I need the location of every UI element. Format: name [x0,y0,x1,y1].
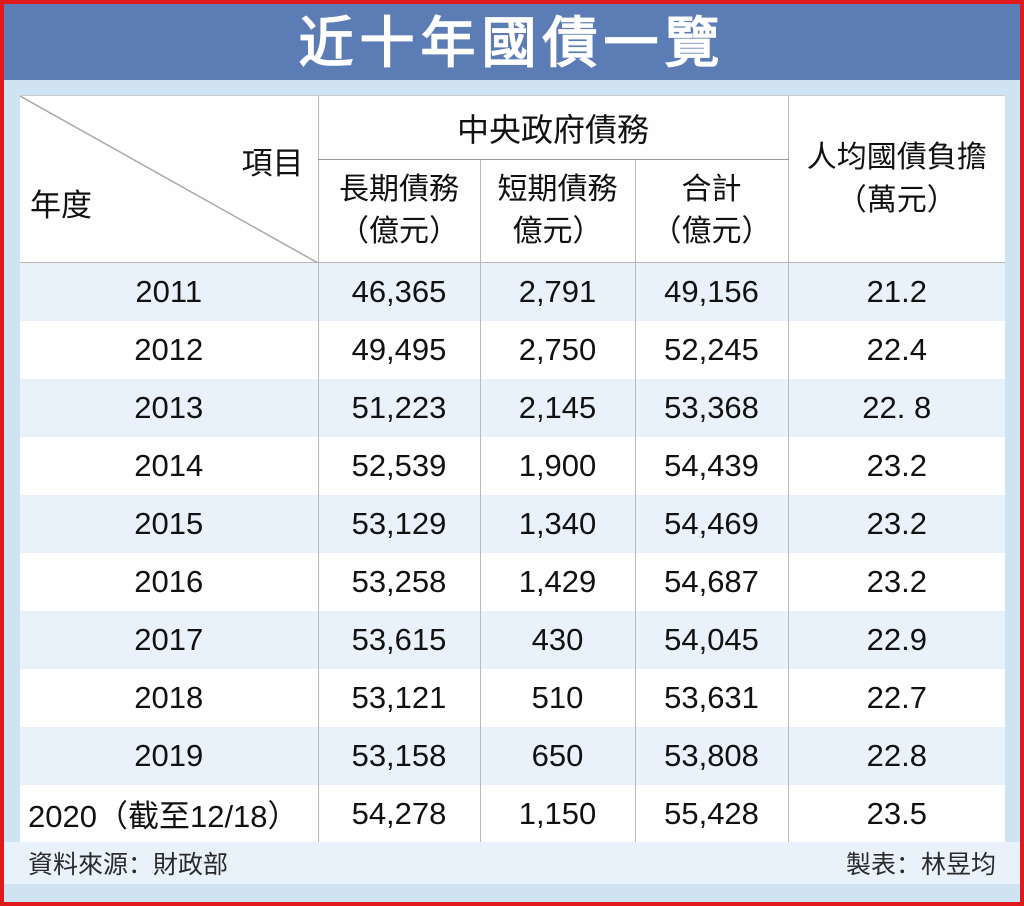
total-value: 54,045 [634,610,789,669]
per-capita-value: 22. 8 [787,378,1006,437]
debt-table: 項目 年度 中央政府債務 人均國債負擔 （萬元） 長期債務 （億元） 短期債務 … [20,95,1006,843]
column-header-short-term: 短期債務 億元） [479,159,635,263]
table-row: 2013 51,223 2,145 53,368 22. 8 [20,378,1006,437]
per-capita-value: 22.9 [787,610,1006,669]
corner-header-cell: 項目 年度 [20,95,318,263]
table-row: 2012 49,495 2,750 52,245 22.4 [20,320,1006,379]
credit-label: 製表：林昱均 [845,851,996,879]
total-value: 54,469 [634,494,789,553]
year-cell: 2019 [20,726,318,785]
per-capita-line1: 人均國債負擔 [806,140,987,174]
long-term-line1: 長期債務 [339,173,459,206]
short-term-value: 510 [479,668,635,727]
total-value: 49,156 [634,262,789,321]
long-term-value: 54,278 [317,784,480,843]
long-term-value: 53,129 [317,494,480,553]
total-value: 53,808 [634,726,789,785]
per-capita-value: 23.2 [787,436,1006,495]
column-header-total: 合計 （億元） [634,159,789,263]
footer-bar: 資料來源：財政部 製表：林昱均 [4,842,1020,884]
total-value: 53,368 [634,378,789,437]
short-term-line1: 短期債務 [497,173,618,206]
table-row: 2015 53,129 1,340 54,469 23.2 [20,494,1006,553]
short-term-value: 1,900 [479,436,635,495]
diagonal-divider [20,96,318,263]
per-capita-value: 21.2 [787,262,1006,321]
long-term-value: 51,223 [317,378,480,437]
per-capita-value: 23.2 [787,552,1006,611]
year-cell: 2015 [20,494,318,553]
short-term-value: 1,340 [479,494,635,553]
year-cell: 2011 [20,262,318,321]
short-term-value: 430 [479,610,635,669]
table-row: 2014 52,539 1,900 54,439 23.2 [20,436,1006,495]
year-cell: 2020（截至12/18） [20,784,318,843]
short-term-value: 1,429 [479,552,635,611]
total-value: 53,631 [634,668,789,727]
corner-label-year: 年度 [30,188,92,223]
short-term-value: 2,791 [479,262,635,321]
long-term-value: 53,258 [317,552,480,611]
page-title: 近十年國債一覽 [4,4,1020,80]
short-term-value: 2,145 [479,378,635,437]
column-header-per-capita: 人均國債負擔 （萬元） [787,95,1006,263]
per-capita-line2: （萬元） [836,184,957,217]
year-cell: 2014 [20,436,318,495]
short-term-value: 650 [479,726,635,785]
corner-label-item: 項目 [241,146,304,181]
table-row: 2016 53,258 1,429 54,687 23.2 [20,552,1006,611]
long-term-value: 46,365 [317,262,480,321]
per-capita-value: 22.4 [787,320,1006,379]
total-line2: （億元） [651,215,772,248]
per-capita-value: 22.7 [787,668,1006,727]
group-header-central-gov-debt: 中央政府債務 [317,95,789,160]
table-row: 2011 46,365 2,791 49,156 21.2 [20,262,1006,321]
long-term-line2: （億元） [339,215,459,248]
year-cell: 2013 [20,378,318,437]
total-value: 54,687 [634,552,789,611]
per-capita-value: 23.2 [787,494,1006,553]
table-row: 2018 53,121 510 53,631 22.7 [20,668,1006,727]
table-row: 2019 53,158 650 53,808 22.8 [20,726,1006,785]
debt-table-wrap: 項目 年度 中央政府債務 人均國債負擔 （萬元） 長期債務 （億元） 短期債務 … [20,95,1006,843]
data-source-label: 資料來源：財政部 [28,851,229,879]
year-cell: 2018 [20,668,318,727]
per-capita-value: 23.5 [787,784,1006,843]
table-row: 2017 53,615 430 54,045 22.9 [20,610,1006,669]
total-line1: 合計 [681,173,742,206]
total-value: 52,245 [634,320,789,379]
short-term-value: 2,750 [479,320,635,379]
year-cell: 2016 [20,552,318,611]
long-term-value: 52,539 [317,436,480,495]
table-row: 2020（截至12/18） 54,278 1,150 55,428 23.5 [20,784,1006,843]
per-capita-value: 22.8 [787,726,1006,785]
year-cell: 2012 [20,320,318,379]
short-term-line2: 億元） [512,215,603,248]
long-term-value: 53,158 [317,726,480,785]
long-term-value: 49,495 [317,320,480,379]
long-term-value: 53,615 [317,610,480,669]
column-header-long-term: 長期債務 （億元） [317,159,480,263]
total-value: 54,439 [634,436,789,495]
year-cell: 2017 [20,610,318,669]
total-value: 55,428 [634,784,789,843]
short-term-value: 1,150 [479,784,635,843]
long-term-value: 53,121 [317,668,480,727]
